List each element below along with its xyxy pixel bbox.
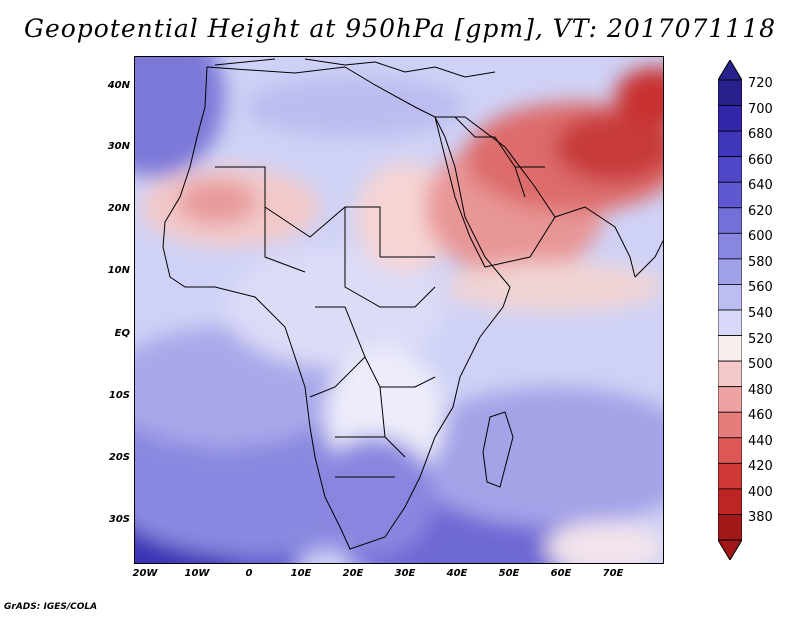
- geopotential-map: [135, 57, 663, 563]
- lat-label-30n: 30N: [107, 141, 130, 152]
- colorbar-segment: [718, 335, 742, 362]
- colorbar-label: 660: [748, 152, 773, 168]
- lon-label-10e: 10E: [290, 568, 312, 579]
- map-title: Geopotential Height at 950hPa [gpm], VT:…: [23, 14, 777, 43]
- lon-label-10w: 10W: [184, 568, 210, 579]
- colorbar-segment: [718, 386, 742, 413]
- colorbar-label: 500: [748, 357, 773, 373]
- colorbar-segment: [718, 488, 742, 515]
- colorbar-segment: [718, 360, 742, 388]
- colorbar-segment: [718, 514, 742, 541]
- colorbar-segment: [718, 79, 742, 106]
- lon-label-70e: 70E: [602, 568, 624, 579]
- lat-label-30s: 30S: [108, 514, 130, 525]
- lat-label-10n: 10N: [107, 265, 130, 276]
- colorbar-label: 480: [748, 382, 773, 398]
- colorbar-label: 400: [748, 484, 773, 500]
- lon-label-60e: 60E: [550, 568, 572, 579]
- colorbar-segment: [718, 284, 742, 311]
- middle-east-borders: [454, 116, 545, 198]
- country-borders: [215, 166, 436, 478]
- colorbar-label: 700: [748, 101, 773, 117]
- lon-label-40e: 40E: [446, 568, 468, 579]
- colorbar-segment: [718, 462, 742, 490]
- colorbar-label: 440: [748, 433, 773, 449]
- colorbar-label: 540: [748, 306, 773, 321]
- madagascar-coast: [482, 411, 514, 488]
- colorbar-segment: [718, 156, 742, 183]
- lon-label-0: 0: [245, 568, 253, 579]
- colorbar-top-arrow: [718, 60, 742, 81]
- lat-label-20n: 20N: [107, 203, 130, 214]
- colorbar-label: 620: [748, 203, 773, 219]
- colorbar-segment: [718, 411, 742, 439]
- colorbar-label: 420: [748, 459, 773, 475]
- map-panel: [134, 56, 664, 564]
- colorbar-segment: [718, 232, 742, 260]
- lon-label-20w: 20W: [132, 568, 158, 579]
- colorbar-label: 720: [748, 76, 773, 91]
- africa-coast: [162, 66, 511, 550]
- credit-text: GrADS: IGES/COLA: [4, 602, 98, 612]
- lat-label-20s: 20S: [108, 452, 130, 463]
- colorbar: [718, 60, 742, 560]
- lon-label-30e: 30E: [394, 568, 416, 579]
- coastlines: [162, 58, 663, 550]
- lat-label-40n: 40N: [107, 80, 130, 91]
- colorbar-label: 520: [748, 331, 773, 347]
- colorbar-segment: [718, 258, 742, 285]
- colorbar-label: 560: [748, 280, 773, 296]
- height-field: [135, 57, 663, 563]
- colorbar-label: 580: [748, 254, 773, 270]
- lon-label-50e: 50E: [498, 568, 520, 579]
- colorbar-label: 640: [748, 178, 773, 194]
- lat-label-eq: EQ: [114, 328, 130, 339]
- colorbar-label: 680: [748, 127, 773, 143]
- colorbar-bottom-arrow: [718, 539, 742, 560]
- colorbar-segment: [718, 181, 742, 209]
- colorbar-label: 600: [748, 229, 773, 245]
- colorbar-segment: [718, 309, 742, 336]
- colorbar-segment: [718, 105, 742, 132]
- colorbar-segment: [718, 130, 742, 158]
- colorbar-label: 460: [748, 408, 773, 424]
- colorbar-segment: [718, 207, 742, 234]
- colorbar-label: 380: [748, 510, 773, 526]
- europe-coast: [214, 58, 496, 78]
- colorbar-segment: [718, 437, 742, 464]
- lon-label-20e: 20E: [342, 568, 364, 579]
- lat-label-10s: 10S: [108, 390, 130, 401]
- asia-coast: [554, 206, 663, 278]
